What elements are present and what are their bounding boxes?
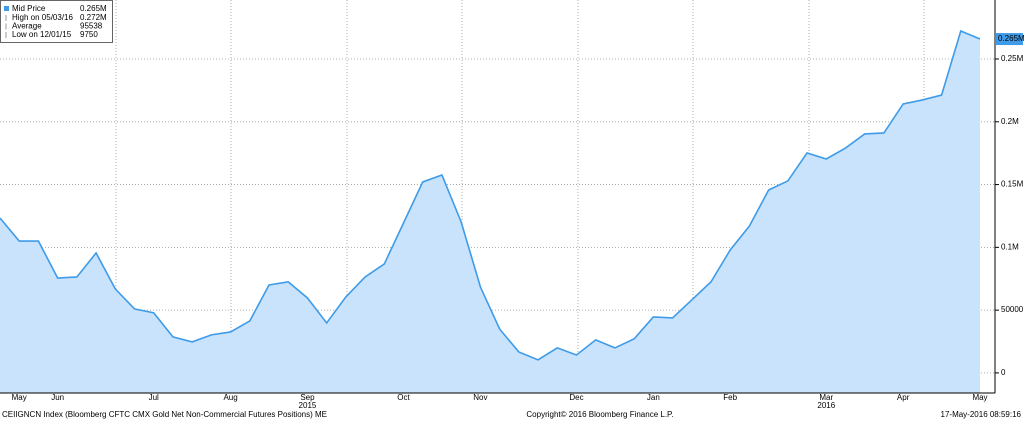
y-tick-label: 50000	[1001, 305, 1024, 314]
x-tick-label: Jul	[149, 393, 159, 402]
x-tick-label: Dec	[569, 393, 583, 402]
x-tick-label: May	[12, 393, 27, 402]
y-tick-label: 0.15M	[1001, 180, 1024, 189]
x-tick-label: Feb	[723, 393, 737, 402]
legend-value: 0.265M	[80, 4, 107, 13]
legend-stat-label: Low on 12/01/15	[12, 30, 72, 39]
y-tick-label: 0.2M	[1001, 117, 1019, 126]
y-tick-label: 0	[1001, 368, 1006, 377]
footer-right: 17-May-2016 08:59:16	[941, 410, 1022, 419]
x-tick-label: Mar	[819, 393, 833, 402]
footer-center: Copyright© 2016 Bloomberg Finance L.P.	[526, 410, 673, 419]
last-value-tag	[996, 33, 1023, 46]
footer-left: CEIIGNCN Index (Bloomberg CFTC CMX Gold …	[2, 410, 327, 419]
x-tick-label: Jun	[51, 393, 64, 402]
x-tick-label: Jan	[647, 393, 660, 402]
x-tick-label: Nov	[473, 393, 487, 402]
legend-stat-label: Average	[12, 22, 42, 31]
legend-swatch	[4, 6, 9, 11]
legend-stat-label: High on 05/03/16	[12, 13, 73, 22]
x-tick-label: Sep	[300, 393, 315, 402]
legend-stat-value: 95538	[80, 22, 103, 31]
year-label: 2015	[299, 401, 317, 410]
year-label: 2016	[817, 401, 835, 410]
legend-label: Mid Price	[12, 4, 46, 13]
legend: Mid Price 0.265M High on 05/03/16 0.272M Ave…	[0, 0, 113, 43]
y-tick-label: 0.25M	[1001, 54, 1024, 63]
legend-stat-value: 9750	[80, 30, 98, 39]
x-tick-label: Aug	[223, 393, 237, 402]
x-tick-label: Apr	[897, 393, 910, 402]
last-value-label: 0.265M	[998, 34, 1024, 43]
legend-box	[0, 0, 113, 43]
x-tick-label: Oct	[397, 393, 410, 402]
y-tick-label: 0.1M	[1001, 242, 1019, 251]
legend-stat-value: 0.272M	[80, 13, 107, 22]
line	[0, 29, 981, 361]
area-fill	[0, 31, 980, 394]
x-tick-label: May	[972, 393, 987, 402]
